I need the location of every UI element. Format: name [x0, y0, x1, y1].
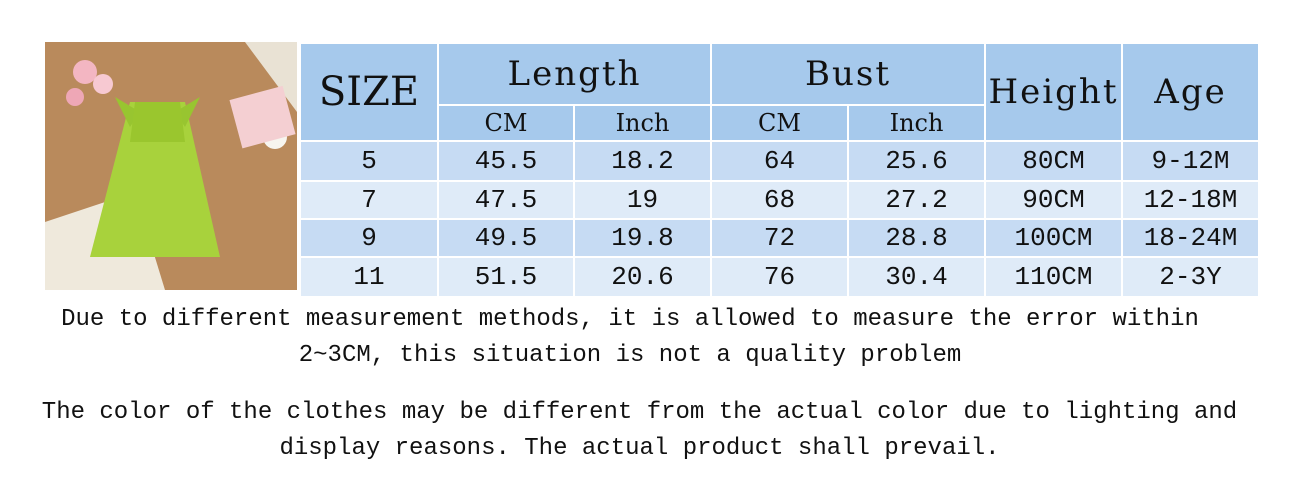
note: Due to different measurement methods, it…: [61, 306, 1199, 369]
table-cell: 9-12M: [1121, 140, 1261, 182]
table-cell: 28.8: [847, 218, 987, 258]
table-cell: 49.5: [437, 218, 575, 258]
header-age: Age: [1121, 42, 1261, 142]
table-cell: 20.6: [572, 256, 713, 298]
table-row: 5 45.5 18.2 64 25.6 80CM 9-12M: [299, 140, 1261, 182]
table-cell: 18.2: [572, 140, 713, 182]
table-cell: 5: [299, 140, 439, 182]
table-cell: 80CM: [984, 140, 1124, 182]
table-cell: 45.5: [437, 140, 575, 182]
table-cell: 68: [710, 180, 850, 220]
table-cell: 19.8: [572, 218, 713, 258]
header-height: Height: [984, 42, 1124, 142]
table-cell: 72: [710, 218, 850, 258]
unit: Inch: [847, 104, 987, 142]
table-cell: 11: [299, 256, 439, 298]
table-cell: 47.5: [437, 180, 575, 220]
table-cell: 51.5: [437, 256, 575, 298]
table-row: 11 51.5 20.6 76 30.4 110CM 2-3Y: [299, 256, 1261, 298]
table-row: 9 49.5 19.8 72 28.8 100CM 18-24M: [299, 218, 1261, 258]
header-length: Length: [436, 42, 713, 106]
unit: CM: [710, 104, 850, 142]
table-cell: 100CM: [984, 218, 1124, 258]
table-cell: 12-18M: [1121, 180, 1261, 220]
header-size: SIZE: [299, 42, 439, 142]
table-cell: 27.2: [847, 180, 987, 220]
table-cell: 110CM: [984, 256, 1124, 298]
table-cell: 2-3Y: [1121, 256, 1261, 298]
table-cell: 18-24M: [1121, 218, 1261, 258]
table-cell: 90CM: [984, 180, 1124, 220]
table-cell: 9: [299, 218, 439, 258]
note: The color of the clothes may be differen…: [41, 399, 1238, 462]
table-cell: 76: [710, 256, 850, 298]
table-cell: 30.4: [847, 256, 987, 298]
table-cell: 19: [572, 180, 713, 220]
table-cell: 7: [299, 180, 439, 220]
table-cell: 64: [710, 140, 850, 182]
unit: Inch: [572, 104, 713, 142]
unit: CM: [437, 104, 575, 142]
table-row: 7 47.5 19 68 27.2 90CM 12-18M: [299, 180, 1261, 220]
header-bust: Bust: [710, 42, 987, 106]
table-cell: 25.6: [847, 140, 987, 182]
size-table: SIZE Length Bust Height Age CM Inch CM I…: [299, 42, 1261, 298]
product-photo: [45, 42, 297, 290]
